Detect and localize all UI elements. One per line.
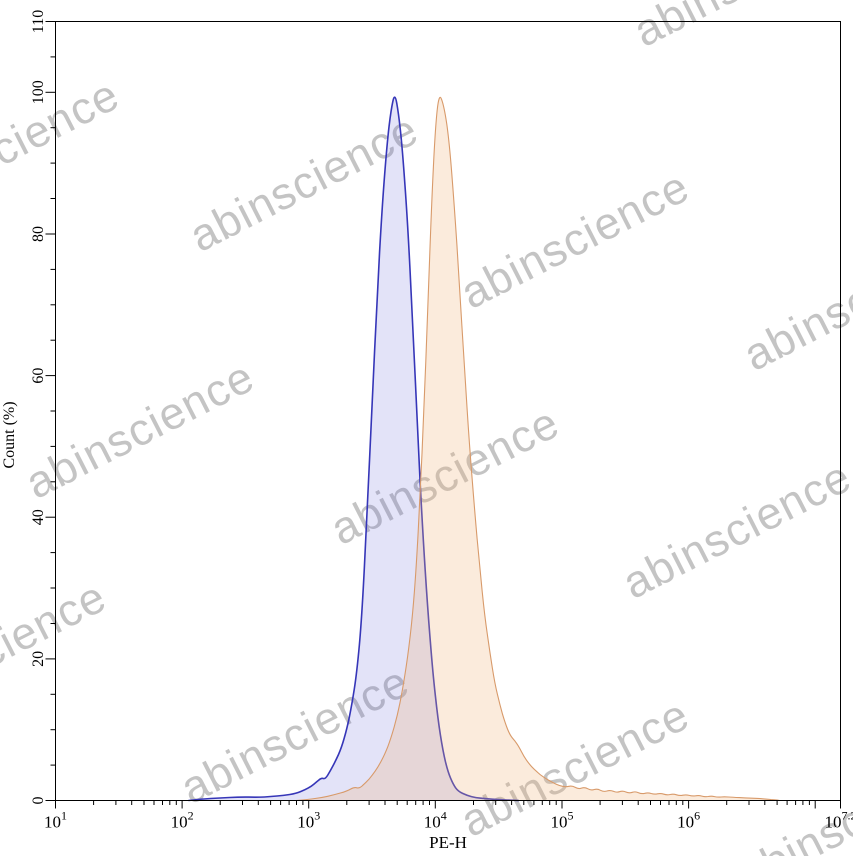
x-tick-label: 103 (297, 809, 320, 832)
y-tick-label: 80 (30, 226, 47, 242)
orange-peak-area (296, 97, 780, 801)
series-curves (188, 96, 780, 802)
axis-ticks (45, 21, 841, 809)
x-tick-label: 104 (424, 809, 447, 832)
y-tick-label: 40 (30, 509, 47, 525)
y-axis-label: Count (%) (1, 401, 18, 468)
x-tick-label: 106 (677, 809, 700, 832)
x-tick-label: 107.2 (825, 809, 853, 832)
x-tick-label: 101 (44, 809, 67, 832)
y-tick-label: 0 (30, 797, 47, 805)
x-tick-label: 102 (171, 809, 194, 832)
x-tick-label: 105 (551, 809, 574, 832)
y-tick-label: 110 (30, 10, 47, 33)
y-tick-label: 60 (30, 368, 47, 384)
y-tick-label: 100 (30, 80, 47, 104)
tick-labels: 0 20 40 60 80 100 110 101 102 103 104 105 106 107.2 (30, 10, 853, 832)
x-axis-label: PE-H (429, 833, 467, 852)
blue-peak-line (188, 96, 519, 802)
orange-peak-line (296, 96, 780, 802)
y-tick-label: 20 (30, 651, 47, 667)
